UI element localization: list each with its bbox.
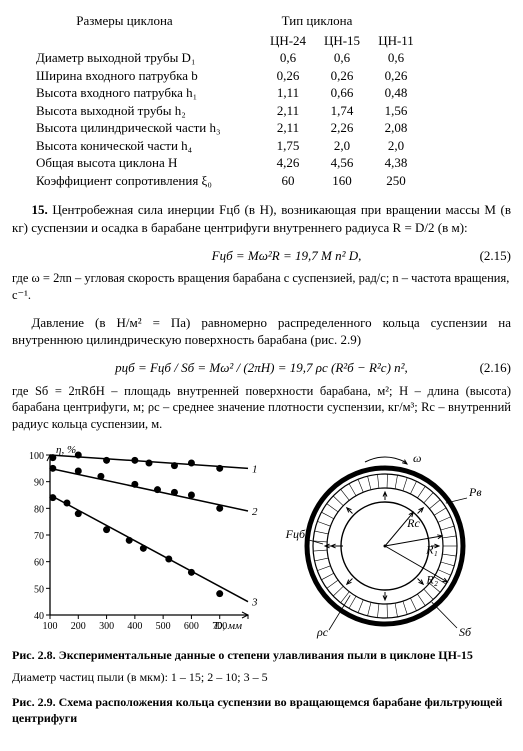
cell: 2,11 [261,102,315,120]
cell: 0,26 [369,67,423,85]
svg-text:Pв: Pв [468,485,482,499]
table-row: Высота цилиндрической части h₃2,112,262,… [12,119,511,137]
table-super-left: Размеры циклона [12,12,237,30]
para-15: 15. Центробежная сила инерции Fцб (в Н),… [12,201,511,236]
cell: 0,6 [369,49,423,67]
table-row: Ширина входного патрубка b0,260,260,26 [12,67,511,85]
cell: 0,6 [315,49,369,67]
caption-2-9-text: Схема расположения кольца суспензии во в… [12,695,502,725]
row-label: Коэффициент сопротивления ξ₀ [12,172,261,190]
svg-text:3: 3 [251,597,258,609]
caption-2-8-lead: Рис. 2.8. [12,648,59,662]
row-label: Высота цилиндрической части h₃ [12,119,261,137]
chart-fig-2-8: 405060708090100100200300400500600700η, %… [12,441,262,641]
col-head-1: ЦН-15 [315,32,369,50]
svg-text:400: 400 [127,621,142,632]
svg-text:Rс: Rс [406,516,420,530]
caption-2-8-text: Экспериментальные данные о степени улавл… [59,648,473,662]
table-row: Общая высота циклона H4,264,564,38 [12,154,511,172]
note-2: где Sб = 2πRбH – площадь внутренней пове… [12,383,511,434]
svg-text:50: 50 [34,584,44,595]
table-row: Высота входного патрубка h₁1,110,660,48 [12,84,511,102]
svg-text:300: 300 [99,621,114,632]
para-15-lead: 15. [32,202,48,217]
cell: 160 [315,172,369,190]
cell: 0,66 [315,84,369,102]
row-label: Диаметр выходной трубы D₁ [12,49,261,67]
cell: 0,26 [315,67,369,85]
cell: 0,26 [261,67,315,85]
caption-2-9-lead: Рис. 2.9. [12,695,59,709]
svg-text:Fцб: Fцб [285,527,306,541]
svg-text:100: 100 [29,451,44,462]
cell: 4,56 [315,154,369,172]
eq2-num: (2.16) [451,359,511,377]
equation-2-15: Fцб = Mω²R = 19,7 M n² D, (2.15) [12,247,511,265]
cell: 2,08 [369,119,423,137]
equation-2-16: pцб = Fцб / Sб = Mω² / (2πH) = 19,7 ρc (… [12,359,511,377]
diagram-fig-2-9: RсR₁R₂FцбωPвρcSб [270,441,500,641]
svg-text:500: 500 [156,621,171,632]
col-head-2: ЦН-11 [369,32,423,50]
svg-text:1: 1 [252,463,258,475]
cell: 1,75 [261,137,315,155]
svg-text:80: 80 [34,504,44,515]
svg-text:ω: ω [413,451,421,465]
row-label: Общая высота циклона H [12,154,261,172]
eq1-body: Fцб = Mω²R = 19,7 M n² D, [122,247,451,265]
svg-text:600: 600 [184,621,199,632]
svg-text:60: 60 [34,558,44,569]
cell: 1,74 [315,102,369,120]
svg-text:200: 200 [71,621,86,632]
table-super-right: Тип циклона [237,12,397,30]
cell: 2,26 [315,119,369,137]
caption-2-8: Рис. 2.8. Экспериментальные данные о сте… [12,647,511,663]
row-label: Высота выходной трубы h₂ [12,102,261,120]
svg-text:R₂: R₂ [425,573,438,587]
cell: 1,56 [369,102,423,120]
eq2-body: pцб = Fцб / Sб = Mω² / (2πH) = 19,7 ρc (… [72,359,451,377]
svg-text:ρc: ρc [316,625,329,639]
cell: 2,0 [315,137,369,155]
para-15-text: Центробежная сила инерции Fцб (в Н), воз… [12,202,511,235]
cell: 0,48 [369,84,423,102]
table-row: Высота выходной трубы h₂2,111,741,56 [12,102,511,120]
caption-2-9: Рис. 2.9. Схема расположения кольца сусп… [12,694,511,726]
note-1: где ω = 2πn – угловая скорость вращения … [12,270,511,304]
svg-text:η, %: η, % [56,444,76,456]
svg-text:D, мм: D, мм [214,620,242,632]
eq1-num: (2.15) [451,247,511,265]
row-label: Высота входного патрубка h₁ [12,84,261,102]
svg-text:90: 90 [34,478,44,489]
cell: 2,0 [369,137,423,155]
cell: 2,11 [261,119,315,137]
cell: 4,38 [369,154,423,172]
table-row: Коэффициент сопротивления ξ₀60160250 [12,172,511,190]
cell: 0,6 [261,49,315,67]
row-label: Высота конической части h₄ [12,137,261,155]
cell: 1,11 [261,84,315,102]
table-row: Высота конической части h₄1,752,02,0 [12,137,511,155]
cell: 250 [369,172,423,190]
table-row: Диаметр выходной трубы D₁0,60,60,6 [12,49,511,67]
para-16: Давление (в Н/м² = Па) равномерно распре… [12,314,511,349]
svg-text:100: 100 [43,621,58,632]
cell: 60 [261,172,315,190]
svg-text:Sб: Sб [459,625,472,639]
col-head-0: ЦН-24 [261,32,315,50]
row-label: Ширина входного патрубка b [12,67,261,85]
svg-text:2: 2 [252,506,258,518]
cyclone-sizes-table: Размеры циклона Тип циклона ЦН-24 ЦН-15 … [12,12,511,189]
svg-text:70: 70 [34,531,44,542]
caption-2-8-sub: Диаметр частиц пыли (в мкм): 1 – 15; 2 –… [12,669,511,685]
cell: 4,26 [261,154,315,172]
